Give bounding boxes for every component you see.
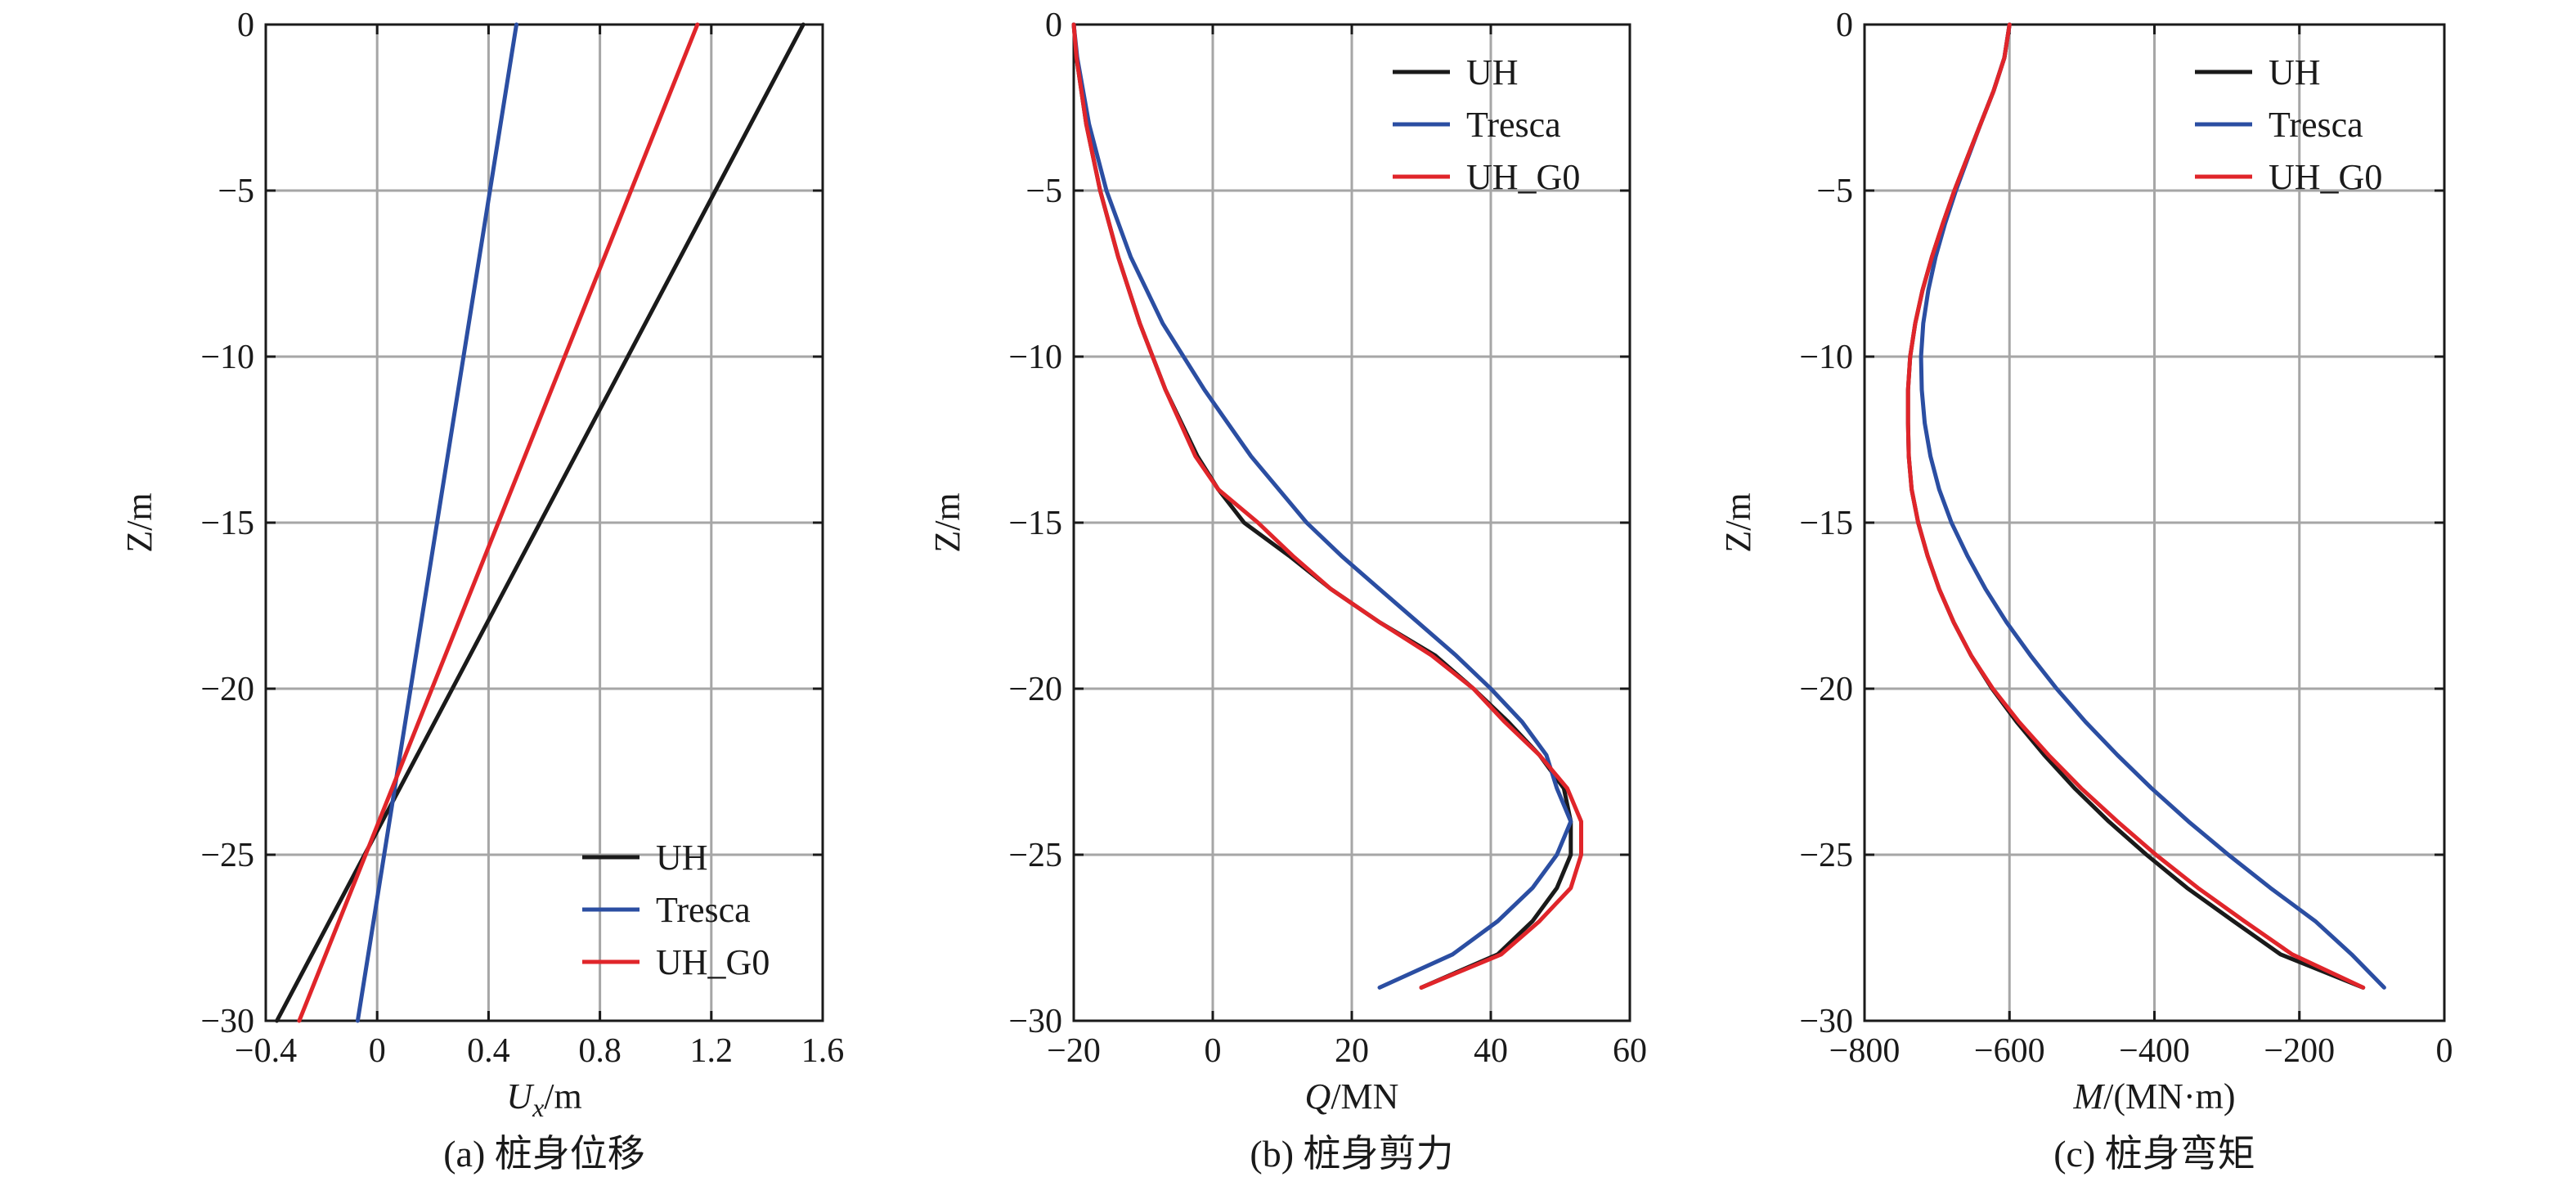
- x-axis-symbol: Q: [1305, 1076, 1331, 1116]
- y-tick-label: 0: [237, 7, 254, 44]
- series-line-tresca: [1071, 22, 1573, 990]
- x-tick-label: 20: [1335, 1032, 1369, 1070]
- y-tick-label: −30: [1008, 1003, 1062, 1040]
- x-axis-symbol: M: [2073, 1076, 2106, 1116]
- y-tick-label: −10: [1008, 339, 1062, 376]
- x-tick-label: −200: [2264, 1032, 2335, 1070]
- x-tick-label: −600: [1974, 1032, 2045, 1070]
- series-line-uh_g0: [1071, 22, 1583, 990]
- y-tick-label: −25: [1799, 837, 1853, 874]
- y-tick-label: 0: [1045, 7, 1062, 44]
- y-tick-label: −15: [1008, 505, 1062, 542]
- x-tick-label: 0: [2436, 1032, 2453, 1070]
- panel-caption: (c) 桩身弯矩: [2053, 1133, 2255, 1175]
- series-line-uh_g0: [1905, 22, 2366, 990]
- y-tick-label: −20: [1799, 671, 1853, 708]
- legend: UH Tresca UH_G0: [2195, 52, 2382, 197]
- x-axis-label: Ux/m: [506, 1076, 581, 1122]
- legend-label: UH: [1466, 52, 1519, 92]
- x-axis-unit: /MN: [1331, 1076, 1398, 1116]
- series-line-uh_g0: [297, 22, 700, 1023]
- y-axis-label: Z/m: [1718, 492, 1758, 552]
- x-tick-label: 0: [369, 1032, 386, 1070]
- y-tick-label: −30: [1799, 1003, 1853, 1040]
- y-tick-label: −5: [1025, 173, 1062, 210]
- x-axis-subscript: x: [532, 1093, 544, 1122]
- y-tick-label: −20: [200, 671, 254, 708]
- panel-displacement: −0.4 0 0.4 0.8 1.2 1.6 0 −5 −10 −15 −20 −25 −30 Z/m Ux…: [119, 7, 844, 1175]
- x-tick-label: 0.4: [467, 1032, 510, 1070]
- x-tick-label: 40: [1474, 1032, 1508, 1070]
- x-axis-symbol: U: [506, 1076, 535, 1116]
- x-tick-label: −400: [2119, 1032, 2190, 1070]
- x-axis-label: Q/MN: [1305, 1076, 1399, 1116]
- legend-label: UH: [2269, 52, 2321, 92]
- legend-label: Tresca: [1466, 105, 1561, 145]
- x-axis-unit: /(MN·m): [2103, 1076, 2235, 1116]
- y-tick-label: −5: [218, 173, 254, 210]
- y-tick-label: −25: [200, 837, 254, 874]
- x-axis-unit: /m: [544, 1076, 581, 1116]
- legend-label: Tresca: [656, 890, 751, 930]
- y-tick-label: −10: [1799, 339, 1853, 376]
- x-axis-label: M/(MN·m): [2073, 1076, 2236, 1116]
- series-line-tresca: [355, 22, 518, 1023]
- y-tick-label: −20: [1008, 671, 1062, 708]
- y-tick-label: −15: [1799, 505, 1853, 542]
- y-tick-label: −25: [1008, 837, 1062, 874]
- panel-caption: (b) 桩身剪力: [1250, 1133, 1453, 1175]
- legend-label: UH_G0: [2269, 157, 2382, 197]
- x-tick-label: 0.8: [578, 1032, 622, 1070]
- y-tick-label: −10: [200, 339, 254, 376]
- legend: UH Tresca UH_G0: [582, 838, 770, 982]
- y-tick-label: 0: [1836, 7, 1853, 44]
- x-tick-label: 1.6: [801, 1032, 845, 1070]
- legend-label: Tresca: [2269, 105, 2363, 145]
- legend: UH Tresca UH_G0: [1393, 52, 1580, 197]
- y-tick-label: −30: [200, 1003, 254, 1040]
- y-tick-label: −5: [1816, 173, 1853, 210]
- y-axis-label: Z/m: [119, 492, 159, 552]
- x-tick-label: 60: [1613, 1032, 1647, 1070]
- panel-caption: (a) 桩身位移: [443, 1133, 645, 1175]
- y-axis-label: Z/m: [927, 492, 967, 552]
- legend-label: UH_G0: [656, 942, 770, 982]
- x-tick-label: 1.2: [690, 1032, 734, 1070]
- legend-label: UH_G0: [1466, 157, 1580, 197]
- y-tick-label: −15: [200, 505, 254, 542]
- x-tick-label: −800: [1829, 1032, 1901, 1070]
- x-tick-label: −0.4: [235, 1032, 297, 1070]
- x-tick-label: −20: [1047, 1032, 1101, 1070]
- panel-shear-force: −20 0 20 40 60 0 −5 −10 −15 −20 −25 −30 Z/m Q/MN (b) 桩…: [927, 7, 1647, 1175]
- panel-bending-moment: −800 −600 −400 −200 0 0 −5 −10 −15 −20 −25 −30 Z/m M/…: [1718, 7, 2453, 1175]
- legend-label: UH: [656, 838, 708, 878]
- x-tick-label: 0: [1205, 1032, 1222, 1070]
